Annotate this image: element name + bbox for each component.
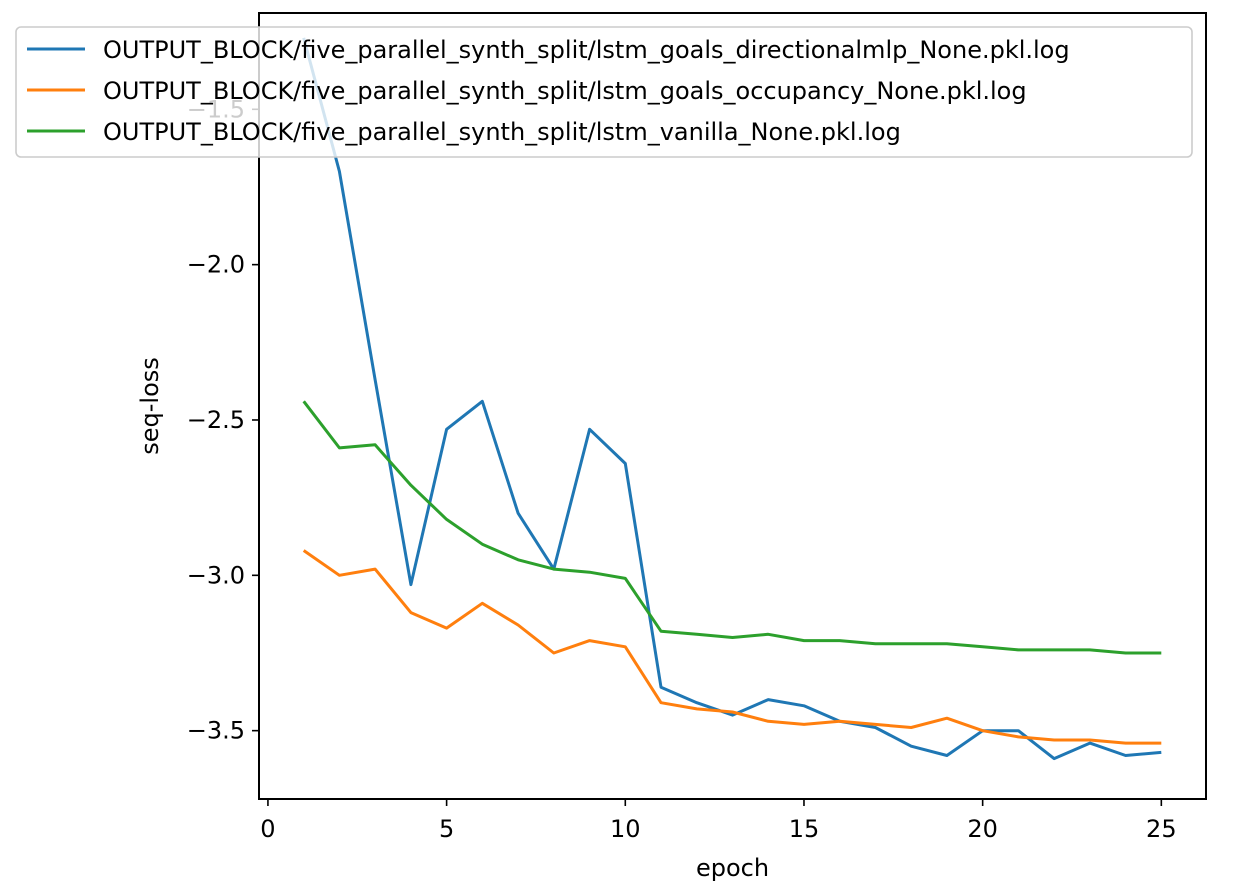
series-line-3: [302, 400, 1162, 655]
y-tick-label: −3.0: [187, 561, 245, 589]
legend: OUTPUT_BLOCK/five_parallel_synth_split/l…: [15, 26, 1193, 158]
x-tick-label: 25: [1146, 815, 1177, 843]
x-axis-label: epoch: [696, 854, 769, 882]
x-tick-label: 5: [439, 815, 454, 843]
plot-area-frame: [258, 12, 1207, 800]
y-axis-label: seq-loss: [136, 357, 164, 455]
x-axis: 0 5 10 15 20 25: [260, 799, 1177, 843]
series-line-2: [302, 549, 1162, 745]
legend-label-3: OUTPUT_BLOCK/five_parallel_synth_split/l…: [103, 118, 901, 146]
y-tick-label: −2.0: [187, 251, 245, 279]
x-tick-label: 15: [789, 815, 820, 843]
x-tick-label: 20: [967, 815, 998, 843]
legend-label-2: OUTPUT_BLOCK/five_parallel_synth_split/l…: [103, 77, 1027, 105]
x-tick-label: 10: [610, 815, 641, 843]
y-tick-label: −2.5: [187, 406, 245, 434]
legend-label-1: OUTPUT_BLOCK/five_parallel_synth_split/l…: [103, 36, 1070, 64]
x-tick-label: 0: [260, 815, 275, 843]
y-tick-label: −3.5: [187, 717, 245, 745]
legend-box: [15, 26, 1193, 158]
series-line-1: [302, 37, 1162, 761]
series-layer: [302, 37, 1162, 761]
